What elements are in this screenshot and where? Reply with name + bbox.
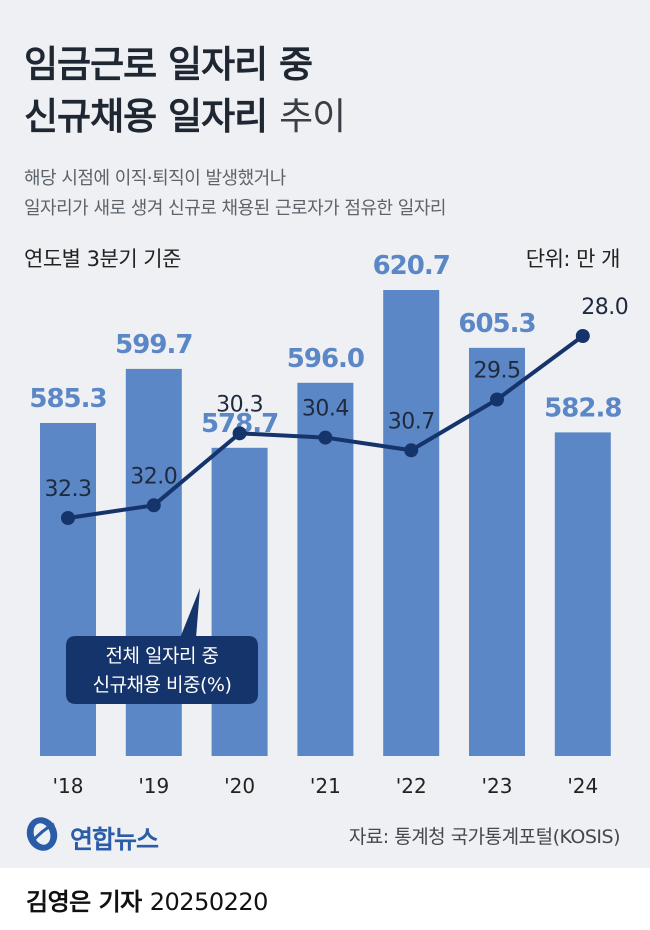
x-tick-3: '21 bbox=[310, 774, 341, 798]
page-title-bold: 신규채용 일자리 bbox=[24, 95, 268, 138]
line-label-2: 30.3 bbox=[216, 392, 263, 417]
page-title-line1: 임금근로 일자리 중 bbox=[24, 43, 313, 86]
reporter-name: 김영은 기자 bbox=[26, 888, 142, 916]
bar-label-1: 599.7 bbox=[115, 330, 192, 360]
callout-line1: 전체 일자리 중 bbox=[106, 645, 219, 667]
bar-2 bbox=[211, 447, 268, 756]
byline: 김영은 기자 20250220 bbox=[26, 882, 268, 917]
bar-label-4: 620.7 bbox=[373, 251, 450, 281]
x-tick-5: '23 bbox=[482, 774, 513, 798]
bar-label-3: 596.0 bbox=[287, 344, 364, 374]
line-label-0: 32.3 bbox=[45, 477, 92, 502]
unit-note: 단위: 만 개 bbox=[525, 247, 621, 271]
x-tick-1: '19 bbox=[138, 774, 169, 798]
line-point-3 bbox=[318, 430, 333, 445]
x-tick-6: '24 bbox=[567, 774, 598, 798]
subtitle-line2: 일자리가 새로 생겨 신규로 채용된 근로자가 점유한 일자리 bbox=[24, 198, 447, 219]
x-tick-0: '18 bbox=[53, 774, 84, 798]
line-point-4 bbox=[404, 443, 419, 458]
line-label-4: 30.7 bbox=[388, 409, 435, 434]
line-point-1 bbox=[146, 498, 161, 513]
bar-label-0: 585.3 bbox=[29, 384, 106, 414]
x-tick-2: '20 bbox=[224, 774, 255, 798]
bar-5 bbox=[469, 347, 525, 756]
yonhap-logo-icon bbox=[26, 817, 58, 851]
bar-label-6: 582.8 bbox=[544, 393, 621, 423]
callout-line2: 신규채용 비중(%) bbox=[93, 674, 232, 696]
line-label-3: 30.4 bbox=[302, 397, 349, 422]
x-tick-4: '22 bbox=[396, 774, 427, 798]
bar-0 bbox=[40, 423, 96, 756]
subtitle-line1: 해당 시점에 이직·퇴직이 발생했거나 bbox=[24, 168, 286, 189]
publish-date: 20250220 bbox=[149, 888, 269, 916]
line-label-5: 29.5 bbox=[474, 358, 521, 383]
chart-card: 임금근로 일자리 중 신규채용 일자리 추이 해당 시점에 이직·퇴직이 발생했… bbox=[0, 0, 650, 868]
bar-label-5: 605.3 bbox=[458, 309, 535, 339]
line-label-6: 28.0 bbox=[581, 295, 628, 320]
source-note: 자료: 통계청 국가통계포털(KOSIS) bbox=[348, 826, 621, 848]
bar-4 bbox=[383, 290, 440, 756]
line-label-1: 32.0 bbox=[130, 464, 177, 489]
bar-3 bbox=[297, 382, 354, 756]
line-point-6 bbox=[575, 329, 590, 343]
logo-text: 연합뉴스 bbox=[70, 825, 159, 854]
basis-note: 연도별 3분기 기준 bbox=[24, 247, 181, 271]
callout-bubble bbox=[66, 588, 258, 704]
line-point-0 bbox=[61, 511, 75, 525]
yonhap-logo: 연합뉴스 bbox=[22, 812, 212, 856]
page-title-light: 추이 bbox=[279, 95, 346, 138]
line-point-5 bbox=[490, 392, 504, 407]
line-point-2 bbox=[232, 426, 247, 441]
bar-6 bbox=[554, 432, 611, 756]
page-title-line2: 신규채용 일자리 추이 bbox=[24, 86, 346, 140]
